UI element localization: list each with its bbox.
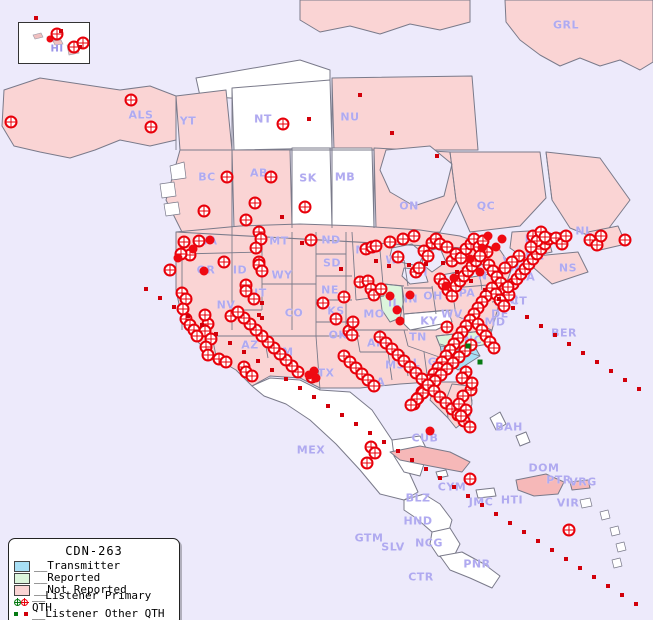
legend-item: __Listener Primary QTH <box>13 590 174 614</box>
legend-marker-pair <box>13 598 29 607</box>
legend-qth-red-icon <box>20 598 29 606</box>
legend-title: CDN-263 <box>65 544 123 558</box>
legend-marker-pair <box>14 610 28 619</box>
legend-item: __Listener Other QTH <box>14 608 174 620</box>
legend-item: __Transmitter <box>14 560 174 572</box>
legend-item-label: __Listener Primary QTH <box>32 589 152 614</box>
map-legend: CDN-263 __Transmitter __Reported __Not Rep… <box>8 538 180 620</box>
legend-item-label: __Listener Other QTH <box>32 607 165 620</box>
legend-item-label: __Reported <box>34 571 101 584</box>
legend-item: __Reported <box>14 572 174 584</box>
legend-color-swatch <box>14 560 30 572</box>
hawaii-inset: HI <box>18 22 90 64</box>
legend-item-label: __Not Reported <box>34 583 127 596</box>
legend-item-label: __Transmitter <box>34 559 121 572</box>
legend-dot-green-icon <box>14 612 18 616</box>
legend-item: __Not Reported <box>14 584 174 596</box>
legend-color-swatch <box>14 584 30 596</box>
legend-dot-red-icon <box>24 612 28 616</box>
legend-rows: __Transmitter __Reported __Not Reported __L… <box>13 560 174 620</box>
legend-color-swatch <box>14 572 30 584</box>
